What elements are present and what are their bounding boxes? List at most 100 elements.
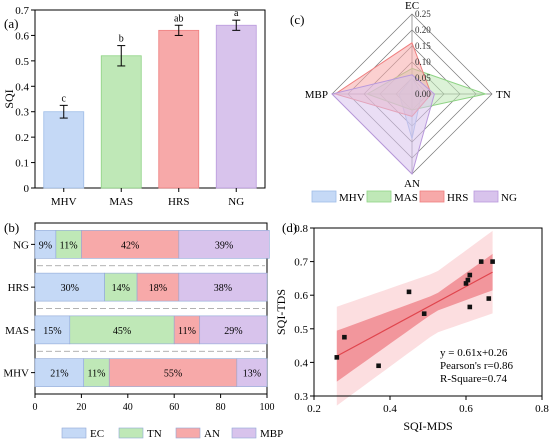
b-x-tick-label: 20 [76, 402, 86, 413]
b-segment-label: 11% [178, 326, 196, 337]
c-legend-swatch-hrs [419, 190, 445, 203]
panel-d-label: (d) [282, 220, 297, 235]
b-segment-label: 13% [243, 369, 261, 380]
d-data-point [421, 311, 427, 316]
d-data-point [490, 259, 495, 264]
panel-b-frame [34, 222, 268, 395]
b-segment-mbp [199, 315, 268, 345]
b-segment-label: 39% [215, 240, 233, 251]
d-y-tick-label: 0.3 [294, 391, 308, 403]
b-legend-swatch-ec [61, 427, 87, 439]
d-y-tick-label: 0.7 [294, 257, 308, 269]
b-segment-label: 15% [43, 326, 61, 337]
b-segment-label: 29% [224, 326, 242, 337]
d-x-tick-label: 0.6 [459, 403, 473, 415]
b-legend-swatch-tn [118, 427, 144, 439]
b-y-tick-label: MHV [3, 368, 29, 380]
a-x-tick-label: MHV [51, 196, 77, 208]
b-legend-label: TN [147, 428, 162, 440]
b-segment-an [108, 358, 238, 387]
d-data-point [376, 363, 381, 369]
a-bar-ng [215, 24, 257, 189]
a-significance-letter: ab [174, 13, 183, 24]
a-y-tick-label: 0.4 [15, 81, 29, 93]
panel-a-y-axis-label: SQI [2, 89, 16, 108]
a-significance-letter: b [119, 34, 124, 45]
a-y-tick-label: 0 [24, 183, 30, 195]
d-data-point [467, 304, 473, 310]
c-radial-tick-label: 0.10 [415, 57, 431, 67]
b-segment-label: 45% [113, 326, 131, 337]
b-segment-label: 30% [61, 283, 79, 294]
b-x-tick-label: 100 [260, 402, 275, 413]
c-radial-tick-label: 0.15 [415, 41, 431, 51]
b-segment-tn [55, 230, 82, 259]
panel-b-label: (b) [4, 220, 19, 235]
b-x-tick-label: 80 [216, 402, 226, 413]
c-legend-swatch-mhv [311, 190, 337, 203]
a-x-tick-label: HRS [168, 196, 189, 208]
panel-a-label: (a) [4, 16, 18, 31]
c-axis-label-an: AN [404, 178, 420, 190]
b-segment-label: 38% [214, 283, 232, 294]
d-data-point [478, 259, 484, 264]
a-y-tick-label: 0.2 [15, 132, 29, 144]
b-segment-ec [34, 315, 71, 345]
d-data-point [406, 289, 412, 295]
b-legend-label: EC [90, 428, 104, 440]
b-y-tick-label: HRS [8, 282, 29, 294]
b-segment-an [81, 230, 180, 259]
panel-d-frame [313, 227, 543, 397]
b-legend-swatch-mbp [231, 427, 257, 439]
d-annotation-line: Pearson's r=0.86 [440, 360, 513, 372]
b-segment-mbp [236, 358, 268, 387]
a-x-tick-label: MAS [109, 196, 133, 208]
b-y-tick-label: MAS [5, 325, 29, 337]
b-segment-label: 9% [39, 240, 52, 251]
b-segment-label: 55% [164, 369, 182, 380]
panel-d-y-axis-label: SQI-TDS [274, 289, 288, 335]
c-radial-tick-label: 0.00 [415, 89, 431, 99]
d-y-tick-label: 0.8 [294, 223, 308, 235]
a-bar-hrs [158, 29, 200, 189]
panel-d-x-axis-label: SQI-MDS [403, 419, 452, 433]
d-y-tick-label: 0.5 [294, 324, 308, 336]
panel-a-bar-chart: (a) 0 0.1 0.2 0.3 0.4 0.5 0.6 0.7 c b ab a MHV MAS H… [2, 5, 266, 208]
b-x-tick-label: 0 [33, 402, 38, 413]
panel-c-label: (c) [290, 12, 304, 27]
d-y-tick-label: 0.4 [294, 357, 308, 369]
c-legend-label: MAS [394, 192, 418, 204]
b-y-tick-label: NG [13, 239, 29, 251]
a-x-tick-label: NG [228, 196, 244, 208]
b-legend-swatch-an [175, 427, 201, 439]
d-data-point [467, 272, 473, 278]
b-segment-label: 21% [50, 369, 68, 380]
a-y-tick-label: 0.7 [15, 5, 29, 17]
b-segment-tn [69, 315, 175, 345]
b-legend-label: AN [204, 428, 220, 440]
a-bar-mhv [43, 111, 85, 189]
b-segment-label: 42% [121, 240, 139, 251]
d-data-point [486, 296, 492, 301]
panel-d-scatter-chart: (d) 0.3 0.4 0.5 0.6 0.7 0.8 0.2 0.4 0.6 0.8 SQI-… [274, 220, 549, 433]
a-y-tick-label: 0.3 [15, 107, 29, 119]
b-segment-tn [104, 272, 138, 302]
b-segment-an [136, 272, 180, 302]
c-axis-label-mbp: MBP [305, 89, 328, 101]
a-y-tick-label: 0.1 [15, 158, 29, 170]
c-legend-swatch-mas [366, 190, 392, 203]
d-x-tick-label: 0.2 [307, 403, 321, 415]
b-segment-label: 18% [149, 283, 167, 294]
d-fit-line [336, 271, 493, 357]
d-y-tick-label: 0.6 [294, 290, 308, 302]
b-segment-ec [34, 272, 105, 302]
c-axis-label-ec: EC [405, 0, 419, 12]
c-radial-tick-label: 0.05 [415, 73, 431, 83]
b-x-tick-label: 40 [123, 402, 133, 413]
c-radial-tick-label: 0.20 [415, 25, 431, 35]
c-legend-label: HRS [447, 192, 468, 204]
c-radial-tick-label: 0.25 [415, 9, 431, 19]
b-legend-label: MBP [260, 428, 283, 440]
b-segment-tn [83, 358, 110, 387]
